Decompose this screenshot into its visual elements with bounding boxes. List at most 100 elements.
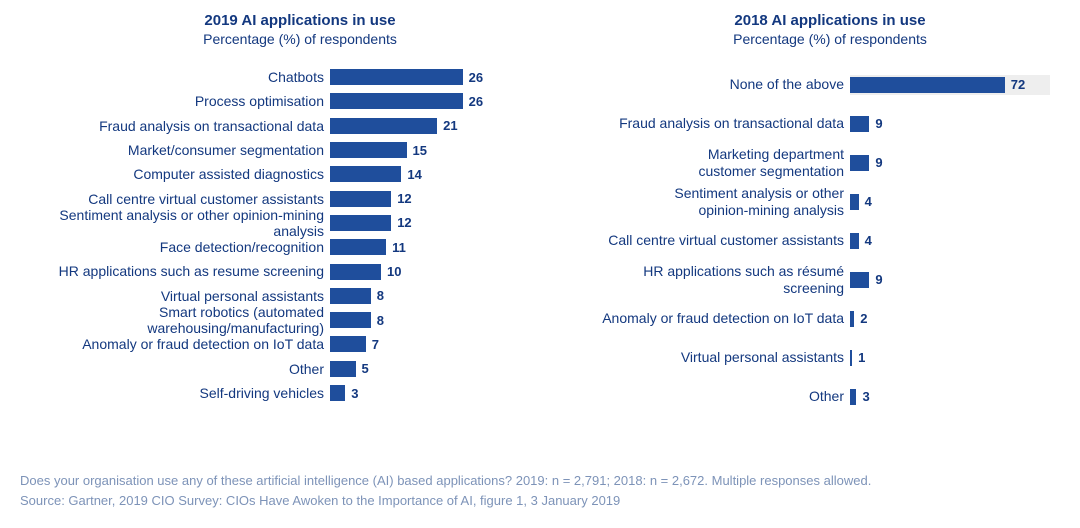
chart-2018-row: Call centre virtual customer assistants 4 bbox=[590, 221, 1070, 260]
chart-2018-subtitle: Percentage (%) of respondents bbox=[590, 31, 1070, 47]
chart-2019-label: Fraud analysis on transactional data bbox=[20, 118, 330, 134]
chart-2018-bar bbox=[850, 194, 859, 210]
chart-2018-value: 4 bbox=[865, 194, 872, 209]
chart-2019-value: 5 bbox=[362, 361, 369, 376]
chart-2018-value: 4 bbox=[865, 233, 872, 248]
chart-2018-label: None of the above bbox=[590, 76, 850, 92]
chart-2018-value: 72 bbox=[1011, 77, 1025, 92]
chart-2019-bar bbox=[330, 264, 381, 280]
chart-2019-value: 12 bbox=[397, 215, 411, 230]
chart-2018-bar-zone: 4 bbox=[850, 182, 1070, 221]
chart-2019-bar bbox=[330, 69, 463, 85]
chart-2018-label: Fraud analysis on transactional data bbox=[590, 115, 850, 131]
chart-2018-bar bbox=[850, 389, 856, 405]
chart-2019-bar bbox=[330, 166, 401, 182]
chart-2019-bar bbox=[330, 239, 386, 255]
chart-2019-bar-zone: 26 bbox=[330, 89, 580, 113]
chart-2019-bar-zone: 10 bbox=[330, 259, 580, 283]
chart-2018-label: Call centre virtual customer assistants bbox=[590, 232, 850, 248]
chart-2019-bar bbox=[330, 142, 407, 158]
chart-2019-bar bbox=[330, 336, 366, 352]
chart-2018-bar-zone: 9 bbox=[850, 143, 1070, 182]
chart-2019-value: 7 bbox=[372, 337, 379, 352]
chart-2018-row: Anomaly or fraud detection on IoT data2 bbox=[590, 299, 1070, 338]
chart-2018-bar-zone: 9 bbox=[850, 104, 1070, 143]
chart-2019-label: Process optimisation bbox=[20, 93, 330, 109]
chart-2018-row: None of the above 72 bbox=[590, 65, 1070, 104]
chart-2018-row: HR applications such as résumé screening… bbox=[590, 260, 1070, 299]
chart-2019-bar-zone: 8 bbox=[330, 284, 580, 308]
chart-2018-bar-zone: 3 bbox=[850, 377, 1070, 416]
chart-2018-row: Sentiment analysis or otheropinion-minin… bbox=[590, 182, 1070, 221]
chart-2019-label: HR applications such as resume screening bbox=[20, 263, 330, 279]
chart-2019-bar bbox=[330, 385, 345, 401]
chart-2019-label: Call centre virtual customer assistants bbox=[20, 191, 330, 207]
chart-2019-label: Face detection/recognition bbox=[20, 239, 330, 255]
chart-2019-row: Chatbots26 bbox=[20, 65, 580, 89]
chart-2018-value: 9 bbox=[875, 155, 882, 170]
chart-2019-value: 14 bbox=[407, 167, 421, 182]
chart-2019-value: 11 bbox=[392, 240, 406, 255]
chart-2018-row: Virtual personal assistants1 bbox=[590, 338, 1070, 377]
chart-2018-label: HR applications such as résumé screening bbox=[590, 263, 850, 295]
chart-2019-bar-zone: 15 bbox=[330, 138, 580, 162]
chart-2018-label: Marketing departmentcustomer segmentatio… bbox=[590, 146, 850, 178]
chart-2019-bar bbox=[330, 312, 371, 328]
chart-2019-label: Other bbox=[20, 361, 330, 377]
chart-2019-value: 10 bbox=[387, 264, 401, 279]
chart-2018-label: Sentiment analysis or otheropinion-minin… bbox=[590, 185, 850, 217]
chart-2019-bar bbox=[330, 191, 391, 207]
chart-2019-label: Self-driving vehicles bbox=[20, 385, 330, 401]
chart-2019-row: HR applications such as resume screening… bbox=[20, 259, 580, 283]
chart-2019: 2019 AI applications in use Percentage (… bbox=[20, 12, 580, 416]
chart-2018-label: Other bbox=[590, 388, 850, 404]
chart-2019-value: 26 bbox=[469, 70, 483, 85]
chart-2019-bar-zone: 12 bbox=[330, 211, 580, 235]
chart-2019-title: 2019 AI applications in use bbox=[20, 12, 580, 29]
chart-2018-bar bbox=[850, 311, 854, 327]
chart-2019-row: Process optimisation 26 bbox=[20, 89, 580, 113]
chart-2018-bar-zone: 9 bbox=[850, 260, 1070, 299]
chart-2018-value: 2 bbox=[860, 311, 867, 326]
chart-2018-rows: None of the above 72 Fraud analysis on tra… bbox=[590, 65, 1070, 416]
chart-2019-bar-zone: 5 bbox=[330, 357, 580, 381]
chart-2019-row: Other 5 bbox=[20, 357, 580, 381]
chart-2019-bar-zone: 7 bbox=[330, 332, 580, 356]
chart-2019-row: Sentiment analysis or other opinion-mini… bbox=[20, 211, 580, 235]
chart-2019-value: 3 bbox=[351, 386, 358, 401]
chart-2018-label: Virtual personal assistants bbox=[590, 349, 850, 365]
chart-2018-value: 9 bbox=[875, 272, 882, 287]
chart-2018-bar-zone: 4 bbox=[850, 221, 1070, 260]
chart-2019-bar-zone: 26 bbox=[330, 65, 580, 89]
chart-2018-bar bbox=[850, 233, 859, 249]
chart-2019-bar-zone: 21 bbox=[330, 114, 580, 138]
chart-2019-label: Virtual personal assistants bbox=[20, 288, 330, 304]
chart-2019-subtitle: Percentage (%) of respondents bbox=[20, 31, 580, 47]
chart-2018-bar-zone: 2 bbox=[850, 299, 1070, 338]
chart-2019-bar-zone: 12 bbox=[330, 186, 580, 210]
chart-2018-bar-zone: 72 bbox=[850, 65, 1070, 104]
footer-notes: Does your organisation use any of these … bbox=[20, 471, 1060, 510]
chart-2019-value: 26 bbox=[469, 94, 483, 109]
chart-2019-bar bbox=[330, 118, 437, 134]
chart-2019-bar-zone: 8 bbox=[330, 308, 580, 332]
chart-2018-bar bbox=[850, 350, 852, 366]
chart-2019-bar-zone: 11 bbox=[330, 235, 580, 259]
chart-2018-row: Marketing departmentcustomer segmentatio… bbox=[590, 143, 1070, 182]
chart-2018-bar-zone: 1 bbox=[850, 338, 1070, 377]
chart-2019-bar bbox=[330, 93, 463, 109]
chart-2019-value: 21 bbox=[443, 118, 457, 133]
chart-2019-value: 8 bbox=[377, 313, 384, 328]
chart-2018-bar bbox=[850, 116, 869, 132]
chart-2018-bar bbox=[850, 77, 1005, 93]
chart-2019-bar bbox=[330, 215, 391, 231]
footer-line-2: Source: Gartner, 2019 CIO Survey: CIOs H… bbox=[20, 491, 1060, 511]
chart-2019-value: 15 bbox=[413, 143, 427, 158]
chart-2018-row: Fraud analysis on transactional data9 bbox=[590, 104, 1070, 143]
chart-2019-value: 8 bbox=[377, 288, 384, 303]
chart-2019-row: Anomaly or fraud detection on IoT data7 bbox=[20, 332, 580, 356]
chart-2019-row: Self-driving vehicles 3 bbox=[20, 381, 580, 405]
chart-2018-bar bbox=[850, 155, 869, 171]
footer-line-1: Does your organisation use any of these … bbox=[20, 471, 1060, 491]
chart-2019-bar bbox=[330, 288, 371, 304]
